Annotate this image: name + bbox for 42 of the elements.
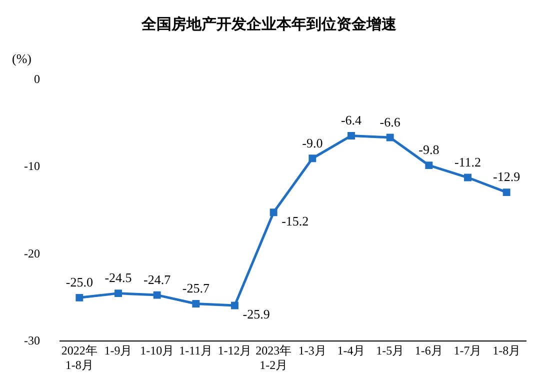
data-label: -11.2	[454, 154, 482, 170]
data-label: -6.6	[380, 114, 401, 130]
y-tick-label: -30	[24, 333, 40, 348]
x-tick-label: 1-6月	[414, 344, 443, 358]
x-tick-label: 1-7月	[454, 344, 482, 358]
x-tick-label: 1-8月	[492, 344, 521, 358]
data-label: -24.7	[144, 272, 172, 287]
data-label: -25.7	[182, 280, 210, 296]
y-tick-label: -10	[24, 159, 40, 174]
data-label: -12.9	[493, 169, 520, 184]
y-tick-label: 0	[34, 72, 40, 86]
chart-title: 全国房地产开发企业本年到位资金增速	[140, 14, 398, 33]
x-tick-label: 1-10月	[140, 344, 174, 358]
point	[231, 302, 238, 310]
x-tick-label: 2023年 1-2月	[256, 344, 292, 372]
y-tick-label: -20	[24, 246, 40, 260]
x-tick-label: 1-12月	[218, 344, 252, 358]
y-axis-title: (%)	[12, 50, 32, 66]
point	[76, 294, 84, 302]
data-label: -25.9	[242, 306, 270, 322]
data-label: -15.2	[282, 213, 309, 228]
data-label: -6.4	[340, 112, 362, 128]
point	[192, 300, 200, 308]
point	[464, 174, 472, 182]
data-label: -9.0	[302, 135, 323, 150]
point	[502, 188, 510, 196]
x-tick-label: 1-11月	[179, 344, 213, 358]
point	[153, 291, 161, 299]
data-label: -24.5	[104, 270, 132, 286]
point	[114, 290, 122, 298]
x-tick-label: 1-3月	[298, 344, 326, 358]
point	[425, 162, 433, 170]
data-label: -25.0	[66, 274, 93, 290]
x-tick-label: 1-4月	[337, 344, 366, 358]
point	[348, 132, 355, 140]
x-tick-label: 2022年 1-8月	[61, 344, 98, 372]
data-label: -9.8	[418, 142, 440, 158]
point	[308, 154, 316, 162]
point	[270, 208, 278, 216]
point	[386, 134, 394, 142]
x-tick-label: 1-5月	[376, 344, 404, 358]
x-tick-label: 1-9月	[104, 344, 132, 358]
